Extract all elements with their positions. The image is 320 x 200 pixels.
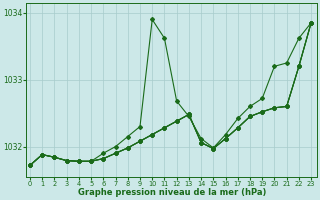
X-axis label: Graphe pression niveau de la mer (hPa): Graphe pression niveau de la mer (hPa) [77,188,266,197]
